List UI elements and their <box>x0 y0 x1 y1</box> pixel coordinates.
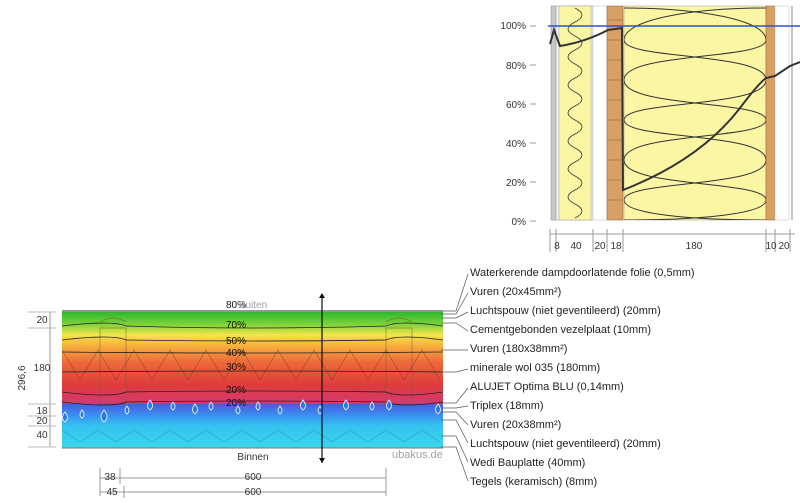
drop-icon <box>435 403 441 415</box>
bottom-dimensions: 38 600 45 600 <box>99 468 387 498</box>
legend-item-air-gap-inner: Luchtspouw (niet geventileerd) (20mm) <box>470 438 661 450</box>
bottom-dim-45: 45 <box>106 487 118 498</box>
bottom-dim-38: 38 <box>104 472 116 483</box>
layer-stack <box>550 5 793 221</box>
insulation-hatch <box>61 349 441 381</box>
left-dim-18: 18 <box>36 406 48 417</box>
condensation-drops <box>62 399 441 423</box>
legend-item-mineral-wool: minerale wol 035 (180mm) <box>470 362 601 374</box>
x-dim-1: 40 <box>570 241 582 252</box>
rh-label-80: 80% <box>226 300 246 311</box>
x-dim-4: 180 <box>686 241 703 252</box>
legend-item-stud: Vuren (180x38mm²) <box>470 343 568 355</box>
legend-item-foil: Waterkerende dampdoorlatende folie (0,5m… <box>470 267 695 279</box>
legend-leaders <box>441 273 469 482</box>
rh-label-70: 70% <box>226 320 246 331</box>
section-cut-line <box>319 293 325 463</box>
y-axis: 100% 80% 60% 40% 20% 0% <box>500 21 536 228</box>
layer-outer-air <box>774 5 790 221</box>
left-dimensions: 20 180 18 20 40 296,6 <box>17 311 56 448</box>
drop-icon <box>124 405 130 415</box>
legend-item-air-gap-outer: Luchtspouw (niet geventileerd) (20mm) <box>470 305 661 317</box>
drop-icon <box>369 401 375 411</box>
x-dim-5: 10 <box>765 241 777 252</box>
drop-icon <box>170 401 176 411</box>
y-tick-0: 0% <box>512 217 527 228</box>
drop-icon <box>343 399 349 411</box>
drop-icon <box>192 403 198 415</box>
legend-item-batten-outer: Vuren (20x45mm²) <box>470 286 562 298</box>
drop-icon <box>300 399 306 411</box>
outside-label: Buiten <box>239 300 267 311</box>
y-tick-80: 80% <box>506 61 526 72</box>
drop-icon <box>62 411 68 423</box>
legend-item-batten-inner: Vuren (20x38mm²) <box>470 419 562 431</box>
bottom-dim-600b: 600 <box>245 487 262 498</box>
moisture-profile-chart: 100% 80% 60% 40% 20% 0% <box>500 5 800 252</box>
left-dim-20b: 20 <box>36 416 48 427</box>
legend-item-triplex: Triplex (18mm) <box>470 400 544 412</box>
x-dim-0: 8 <box>554 241 560 252</box>
left-dim-40: 40 <box>36 430 48 441</box>
inside-label: Binnen <box>237 452 268 463</box>
y-tick-40: 40% <box>506 139 526 150</box>
y-tick-100: 100% <box>500 21 526 32</box>
legend-item-tiles: Tegels (keramisch) (8mm) <box>470 476 598 488</box>
bottom-dim-600a: 600 <box>245 472 262 483</box>
legend-item-vapour-control: ALUJET Optima BLU (0,14mm) <box>470 381 624 393</box>
isolines <box>61 322 444 406</box>
rh-label-20a: 20% <box>226 385 246 396</box>
rh-label-50: 50% <box>226 336 246 347</box>
drop-icon <box>255 401 261 411</box>
drop-icon <box>277 405 283 415</box>
legend-item-wedi: Wedi Bauplatte (40mm) <box>470 457 586 469</box>
rh-labels: 80% 70% 50% 40% 30% 20% 20% <box>226 300 246 409</box>
drop-icon <box>147 399 153 411</box>
y-tick-20: 20% <box>506 178 526 189</box>
studs <box>99 317 413 405</box>
relative-humidity-curve <box>549 26 800 192</box>
left-dim-20: 20 <box>36 315 48 326</box>
drop-icon <box>386 399 392 411</box>
drop-icon <box>208 401 214 411</box>
total-thickness: 296,6 <box>17 365 28 390</box>
drop-icon <box>100 409 108 423</box>
left-dim-180: 180 <box>34 363 51 374</box>
drop-icon <box>79 409 85 419</box>
watermark: ubakus.de <box>392 449 443 461</box>
rh-label-30: 30% <box>226 362 246 373</box>
x-dim-3: 18 <box>610 241 622 252</box>
x-dim-2: 20 <box>594 241 606 252</box>
x-axis-dims: 8 40 20 18 180 10 20 <box>549 229 795 252</box>
rh-label-20b: 20% <box>226 398 246 409</box>
cold-zone <box>62 404 443 448</box>
rh-label-40: 40% <box>226 348 246 359</box>
drop-icon <box>235 405 241 415</box>
legend-item-cement-board: Cementgebonden vezelplaat (10mm) <box>470 324 651 336</box>
y-tick-60: 60% <box>506 100 526 111</box>
x-dim-6: 20 <box>778 241 790 252</box>
